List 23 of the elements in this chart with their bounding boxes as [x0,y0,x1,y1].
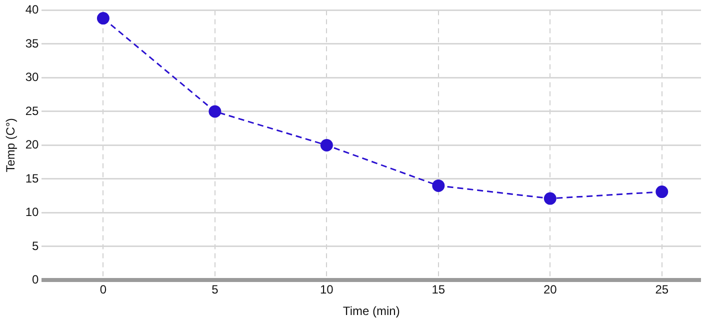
point [656,186,668,198]
y-tick-label: 5 [32,238,40,253]
y-axis-title: Temp (C°) [4,118,18,172]
point [208,105,222,118]
x-axis-title: Time (min) [342,304,400,318]
x-tick-label: 25 [655,282,669,297]
y-tick-label: 10 [25,205,40,220]
x-tick-label: 5 [212,282,219,297]
x-tick-label: 20 [543,282,558,297]
point [544,192,556,205]
x-tick-label: 0 [100,282,107,297]
y-tick-label: 15 [25,171,40,186]
y-tick-label: 25 [25,104,40,118]
y-tick-label: 40 [25,2,40,17]
x-tick-label: 10 [320,282,334,297]
y-tick-label: 35 [25,36,40,50]
point [96,12,110,25]
x-tick-label: 15 [432,282,446,297]
y-tick-label: 30 [25,70,40,84]
y-tick-label: 0 [32,272,40,287]
y-tick-label: 20 [25,138,40,152]
point [432,179,445,192]
point [320,138,333,152]
